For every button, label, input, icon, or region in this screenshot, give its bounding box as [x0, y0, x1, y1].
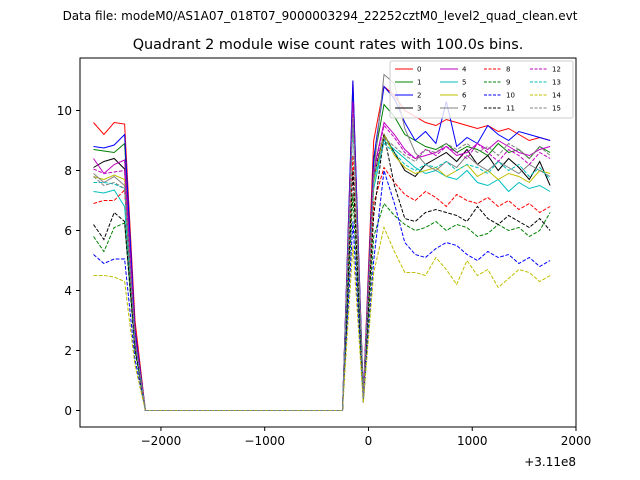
series-line-9	[93, 194, 551, 411]
chart-title: Quadrant 2 module wise count rates with …	[133, 37, 524, 53]
legend-label-1: 1	[417, 79, 421, 87]
series-line-4	[93, 101, 551, 411]
legend-label-11: 11	[506, 105, 515, 113]
legend-box	[389, 60, 574, 119]
y-tick-label: 4	[64, 284, 72, 298]
series-line-14	[93, 225, 551, 411]
series-line-2	[93, 80, 551, 411]
legend-label-0: 0	[417, 66, 421, 74]
x-tick-label: −1000	[244, 434, 285, 448]
legend-label-14: 14	[552, 92, 561, 100]
series-line-1	[93, 95, 551, 411]
y-axis: 0 2 4 6 8 10	[57, 104, 80, 418]
legend-label-8: 8	[506, 66, 510, 74]
legend-label-9: 9	[506, 79, 510, 87]
legend-label-6: 6	[462, 92, 467, 100]
y-tick-label: 8	[64, 164, 72, 178]
y-tick-label: 6	[64, 224, 72, 238]
series-layer	[93, 73, 551, 411]
series-line-15	[93, 119, 551, 411]
y-tick-label: 0	[64, 404, 72, 418]
legend-label-10: 10	[506, 92, 515, 100]
legend-label-3: 3	[417, 105, 421, 113]
legend-label-13: 13	[552, 79, 561, 87]
y-tick-label: 10	[57, 104, 72, 118]
legend-label-5: 5	[462, 79, 466, 87]
x-tick-label: 2000	[561, 434, 592, 448]
x-axis: −2000 −1000 0 1000 2000	[141, 427, 592, 448]
legend-label-7: 7	[462, 105, 466, 113]
axes-frame	[79, 57, 577, 428]
x-tick-label: 1000	[457, 434, 488, 448]
y-tick-label: 2	[64, 344, 72, 358]
plot-area	[79, 57, 577, 428]
series-line-0	[93, 80, 551, 411]
series-line-12	[93, 110, 551, 411]
series-line-13	[93, 125, 551, 411]
series-line-10	[93, 170, 551, 411]
legend-label-15: 15	[552, 105, 561, 113]
x-tick-label: 0	[365, 434, 373, 448]
legend-label-2: 2	[417, 92, 421, 100]
series-line-7	[93, 73, 551, 411]
x-tick-label: −2000	[141, 434, 182, 448]
legend-label-12: 12	[552, 66, 561, 74]
series-line-8	[93, 155, 551, 411]
legend-label-4: 4	[462, 66, 467, 74]
chart-suptitle: Data file: modeM0/AS1A07_018T07_90000032…	[63, 9, 578, 23]
x-offset-label: +3.11e8	[524, 455, 576, 469]
series-line-6	[93, 113, 551, 411]
